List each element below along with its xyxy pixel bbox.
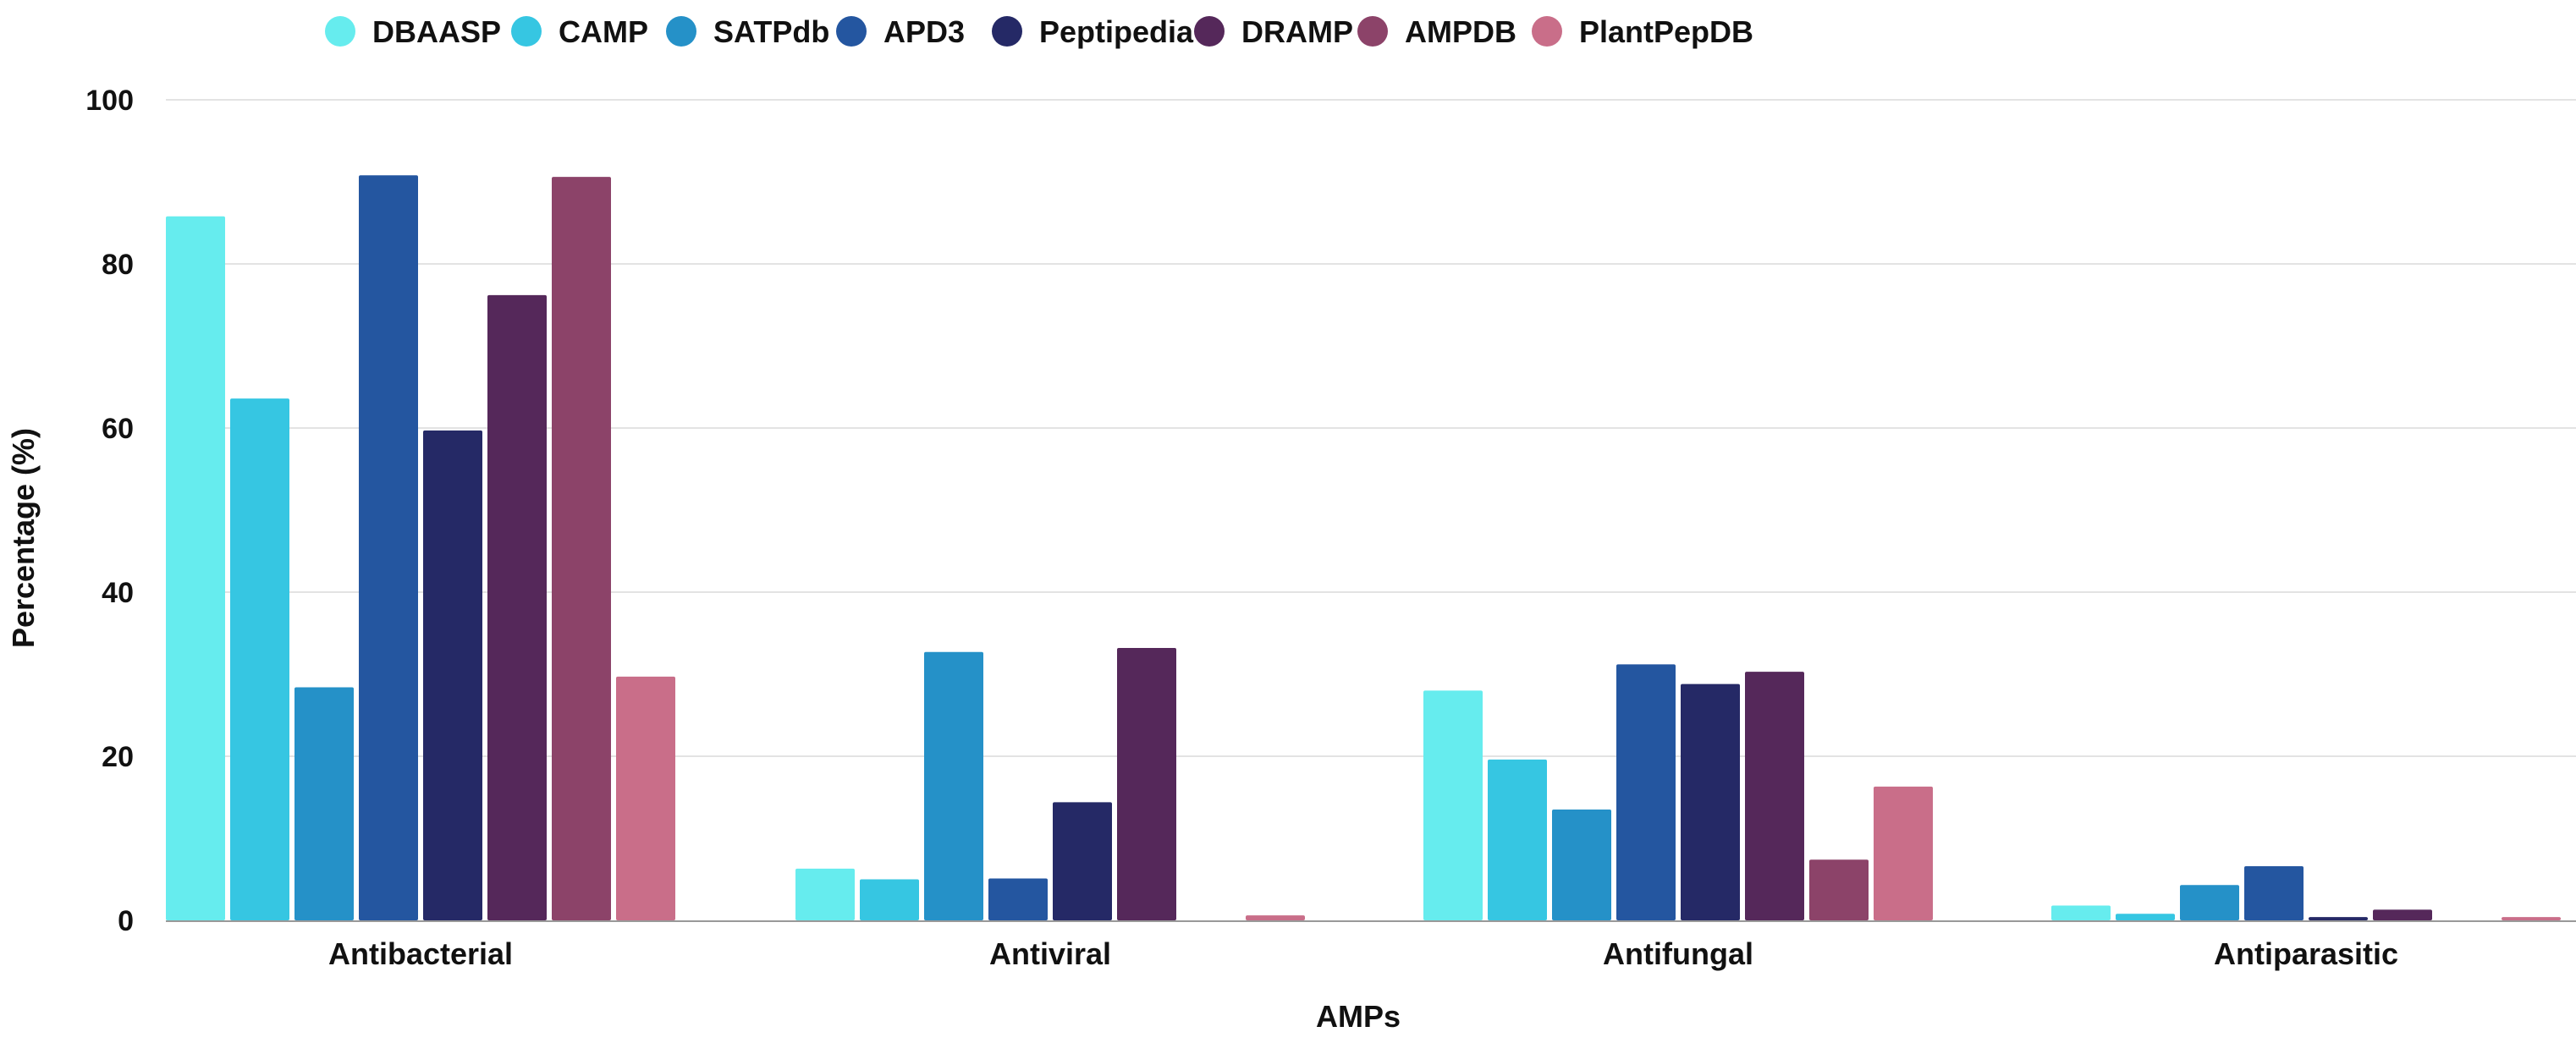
y-tick-label: 20 — [102, 741, 134, 773]
legend-item-dbaasp: DBAASP — [325, 14, 501, 49]
bar-satpdb-antiviral — [924, 651, 983, 920]
y-tick-label: 0 — [118, 905, 134, 937]
bar-dramp-antiviral — [1117, 647, 1176, 920]
bar-dramp-antifungal — [1745, 672, 1804, 920]
bars — [166, 175, 2561, 921]
legend-label: SATPdb — [713, 14, 829, 49]
x-axis: Antibacterial Antiviral Antifungal Antipara… — [166, 920, 2576, 971]
x-tick-label: Antibacterial — [328, 936, 513, 971]
legend-item-peptipedia: Peptipedia — [992, 14, 1194, 49]
bar-satpdb-antifungal — [1552, 810, 1611, 920]
y-axis-title: Percentage (%) — [6, 428, 41, 648]
x-tick-label: Antiviral — [989, 936, 1111, 971]
legend-item-dramp: DRAMP — [1194, 14, 1353, 49]
legend-swatch — [1532, 16, 1562, 47]
legend-label: APD3 — [883, 14, 965, 49]
bar-camp-antiviral — [860, 879, 919, 920]
y-tick-label: 60 — [102, 413, 134, 445]
bar-peptipedia-antibacterial — [423, 430, 482, 920]
bar-camp-antibacterial — [230, 398, 289, 921]
legend-item-camp: CAMP — [511, 14, 648, 49]
legend-label: DBAASP — [372, 14, 501, 49]
bar-plantpepdb-antiviral — [1246, 915, 1305, 920]
legend-item-plantpepdb: PlantPepDB — [1532, 14, 1753, 49]
bar-ampdb-antibacterial — [552, 177, 611, 920]
bar-satpdb-antiparasitic — [2180, 885, 2239, 920]
bar-ampdb-antifungal — [1809, 859, 1869, 920]
legend-swatch — [992, 16, 1022, 47]
bar-dramp-antibacterial — [487, 294, 547, 920]
legend-label: PlantPepDB — [1579, 14, 1753, 49]
bar-dbaasp-antifungal — [1423, 690, 1483, 920]
y-tick-label: 80 — [102, 249, 134, 281]
legend-label: AMPDB — [1405, 14, 1516, 49]
bar-plantpepdb-antifungal — [1874, 786, 1933, 920]
legend-swatch — [836, 16, 867, 47]
legend-swatch — [666, 16, 696, 47]
bar-apd3-antiviral — [988, 878, 1048, 920]
y-tick-label: 100 — [85, 85, 134, 117]
y-axis-ticks: 0 20 40 60 80 100 — [85, 85, 134, 937]
legend-label: DRAMP — [1241, 14, 1353, 49]
legend-item-ampdb: AMPDB — [1357, 14, 1516, 49]
legend-item-satpdb: SATPdb — [666, 14, 829, 49]
bar-camp-antiparasitic — [2116, 914, 2175, 920]
legend: DBAASP CAMP SATPdb APD3 Peptipedia DRAMP AMPDB… — [325, 14, 1753, 49]
legend-swatch — [1357, 16, 1388, 47]
legend-label: CAMP — [559, 14, 648, 49]
bar-apd3-antiparasitic — [2244, 865, 2304, 920]
bar-dbaasp-antiviral — [795, 868, 855, 920]
bar-satpdb-antibacterial — [294, 687, 354, 920]
bar-apd3-antibacterial — [359, 175, 418, 921]
bar-peptipedia-antiparasitic — [2309, 917, 2368, 920]
bar-apd3-antifungal — [1616, 664, 1676, 920]
bar-dbaasp-antiparasitic — [2051, 905, 2111, 920]
legend-item-apd3: APD3 — [836, 14, 965, 49]
bar-plantpepdb-antiparasitic — [2502, 917, 2561, 920]
bar-dbaasp-antibacterial — [166, 216, 225, 921]
bar-dramp-antiparasitic — [2373, 909, 2432, 920]
bar-camp-antifungal — [1488, 759, 1547, 920]
bar-plantpepdb-antibacterial — [616, 676, 675, 920]
x-axis-title: AMPs — [1316, 999, 1401, 1034]
bar-peptipedia-antifungal — [1681, 683, 1740, 920]
y-tick-label: 40 — [102, 577, 134, 609]
legend-label: Peptipedia — [1039, 14, 1194, 49]
bar-peptipedia-antiviral — [1053, 802, 1112, 920]
legend-swatch — [511, 16, 542, 47]
x-tick-label: Antiparasitic — [2214, 936, 2398, 971]
x-tick-label: Antifungal — [1603, 936, 1753, 971]
legend-swatch — [325, 16, 355, 47]
legend-swatch — [1194, 16, 1225, 47]
